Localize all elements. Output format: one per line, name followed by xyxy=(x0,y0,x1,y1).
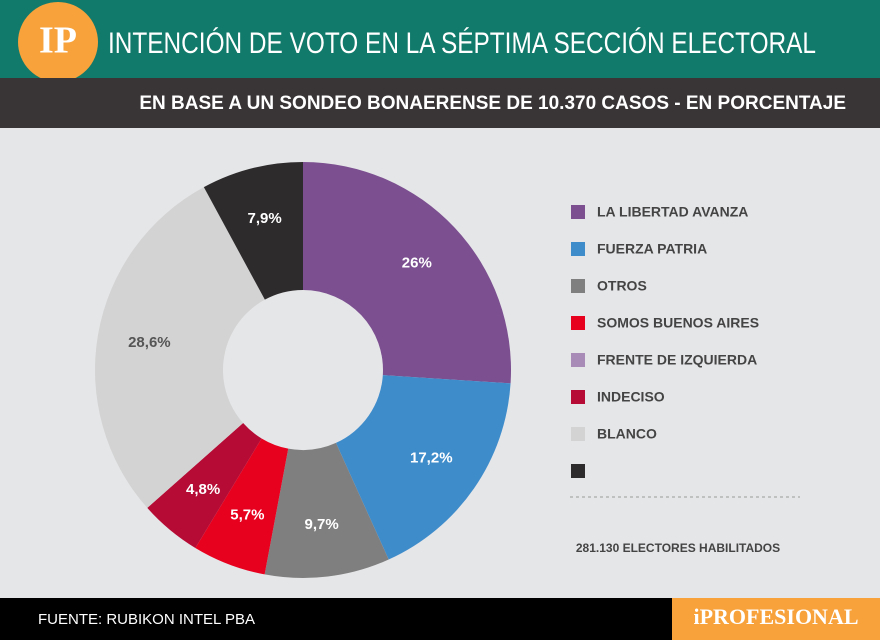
value-label: 7,9% xyxy=(248,210,282,227)
legend-swatch xyxy=(571,279,585,293)
subtitle-bar xyxy=(0,78,880,128)
legend-label: OTROS xyxy=(597,278,647,294)
chart-subtitle: EN BASE A UN SONDEO BONAERENSE DE 10.370… xyxy=(139,93,846,114)
slice xyxy=(195,438,289,575)
legend-swatch xyxy=(571,427,585,441)
value-label: 28,6% xyxy=(128,334,171,351)
legend-label: SOMOS BUENOS AIRES xyxy=(597,315,759,331)
slice xyxy=(303,162,511,384)
brand: iPROFESIONAL xyxy=(693,604,858,629)
legend-swatch xyxy=(571,242,585,256)
value-label: 26% xyxy=(402,254,432,271)
legend-swatch xyxy=(571,205,585,219)
chart-title: INTENCIÓN DE VOTO EN LA SÉPTIMA SECCIÓN … xyxy=(108,27,816,60)
slice xyxy=(147,423,262,548)
logo-circle xyxy=(18,2,98,82)
slice xyxy=(94,187,265,508)
legend-swatch xyxy=(571,464,585,478)
legend-swatch xyxy=(571,390,585,404)
slice xyxy=(264,442,389,578)
logo: IP xyxy=(39,20,77,62)
value-label: 5,7% xyxy=(230,507,264,524)
value-label: 17,2% xyxy=(410,450,453,467)
legend-swatch xyxy=(571,316,585,330)
title-bar xyxy=(0,0,880,78)
source: FUENTE: RUBIKON INTEL PBA xyxy=(38,611,255,628)
brand-box xyxy=(672,598,880,640)
value-label: 4,8% xyxy=(186,481,220,498)
legend-label: INDECISO xyxy=(597,389,665,405)
legend: LA LIBERTAD AVANZA FUERZA PATRIA OTROS SOMO… xyxy=(571,204,759,478)
legend-label: FRENTE DE IZQUIERDA xyxy=(597,352,757,368)
legend-label: BLANCO xyxy=(597,426,657,442)
pie: 26% 17,2% 9,7% 5,7% 4,8% 28,6% 7,9% xyxy=(94,162,511,578)
slice xyxy=(203,162,303,300)
slice xyxy=(335,375,511,560)
note: 281.130 ELECTORES HABILITADOS xyxy=(576,541,780,555)
value-label: 9,7% xyxy=(304,516,338,533)
legend-label: FUERZA PATRIA xyxy=(597,241,707,257)
legend-label: LA LIBERTAD AVANZA xyxy=(597,204,748,220)
legend-swatch xyxy=(571,353,585,367)
